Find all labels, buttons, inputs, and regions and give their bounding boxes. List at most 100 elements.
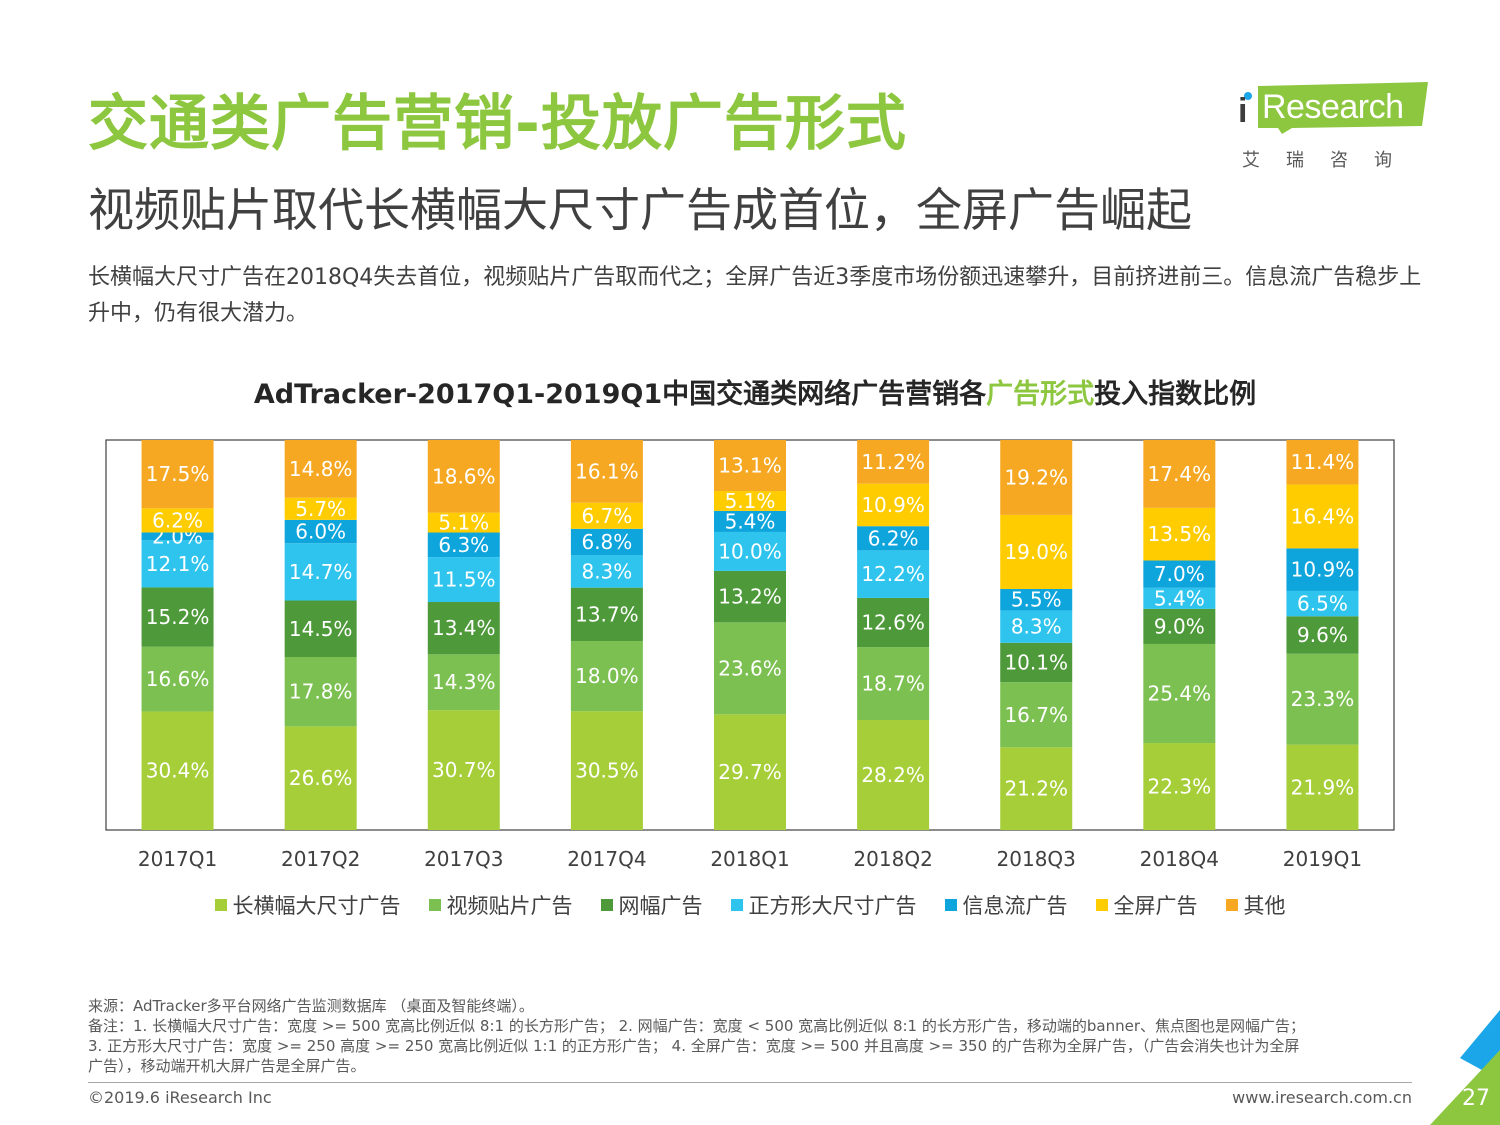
- data-label: 16.4%: [1291, 504, 1355, 528]
- data-label: 5.1%: [438, 511, 489, 535]
- bar-segment: [141, 646, 214, 712]
- legend-item: 正方形大尺寸广告: [730, 890, 917, 920]
- bar-segment: [427, 557, 500, 603]
- data-label: 5.5%: [1011, 588, 1062, 612]
- bar-segment: [1286, 548, 1359, 591]
- legend-item: 全屏广告: [1095, 890, 1198, 920]
- footnote-note-3: 广告），移动端开机大屏广告是全屏广告。: [88, 1057, 366, 1075]
- data-label: 11.5%: [432, 568, 496, 592]
- data-label: 5.1%: [725, 489, 776, 513]
- logo-dot-icon: [1244, 92, 1252, 100]
- bar-segment: [857, 526, 930, 551]
- bar-segment: [714, 714, 786, 830]
- data-label: 19.0%: [1004, 540, 1068, 564]
- data-label: 14.3%: [432, 670, 496, 694]
- data-label: 18.0%: [575, 664, 639, 688]
- x-tick-label: 2017Q1: [138, 847, 217, 871]
- legend-item: 信息流广告: [944, 890, 1068, 920]
- legend-label: 正方形大尺寸广告: [748, 894, 917, 918]
- data-label: 15.2%: [146, 605, 210, 629]
- data-label: 8.3%: [1011, 615, 1062, 639]
- legend-swatch: [944, 899, 957, 911]
- legend-swatch: [600, 899, 613, 911]
- legend-swatch: [1225, 899, 1238, 911]
- data-label: 17.4%: [1148, 462, 1212, 486]
- x-tick-label: 2018Q1: [710, 847, 789, 871]
- bar-segment: [427, 512, 500, 533]
- bar-segment: [714, 531, 786, 571]
- data-label: 13.7%: [575, 602, 639, 626]
- data-label: 10.9%: [1291, 558, 1355, 582]
- data-label: 10.0%: [718, 539, 782, 563]
- logo-badge: [1258, 82, 1428, 134]
- data-label: 9.6%: [1297, 623, 1348, 647]
- x-tick-label: 2018Q2: [853, 847, 932, 871]
- footnote-source: 来源：AdTracker多平台网络广告监测数据库 （桌面及智能终端）。: [88, 997, 534, 1015]
- bar-segment: [857, 483, 930, 527]
- x-tick-label: 2019Q1: [1283, 847, 1362, 871]
- data-label: 7.0%: [1154, 562, 1205, 586]
- bar-segment: [284, 497, 357, 520]
- data-label: 26.6%: [289, 766, 353, 790]
- bar-segment: [1143, 643, 1216, 744]
- bar-segment: [284, 440, 357, 498]
- data-label: 11.2%: [861, 450, 925, 474]
- data-label: 16.7%: [1004, 703, 1068, 727]
- bar-segment: [1286, 590, 1359, 617]
- logo-i-letter: i: [1238, 92, 1248, 130]
- bar-segment: [1000, 682, 1073, 748]
- chart-title-suffix: 投入指数比例: [1094, 379, 1257, 410]
- bar-segment: [1286, 484, 1359, 549]
- legend-swatch: [730, 899, 743, 911]
- bar-segment: [1143, 507, 1216, 561]
- bar-segment: [1286, 616, 1359, 654]
- bar-segment: [857, 647, 930, 721]
- logo-text: Research: [1262, 88, 1404, 126]
- legend-swatch: [214, 899, 227, 911]
- bar-segment: [427, 654, 500, 711]
- bar-segment: [141, 508, 214, 533]
- data-label: 9.0%: [1154, 614, 1205, 638]
- bar-segment: [1286, 653, 1359, 745]
- data-label: 13.4%: [432, 616, 496, 640]
- data-label: 6.2%: [152, 508, 203, 532]
- bar-segment: [141, 532, 214, 541]
- data-label: 10.9%: [861, 493, 925, 517]
- bar-segment: [714, 491, 786, 511]
- bar-segment: [284, 726, 357, 830]
- bar-segment: [857, 720, 930, 830]
- bar-segment: [427, 440, 500, 513]
- bar-segment: [570, 528, 643, 556]
- data-label: 6.8%: [581, 530, 632, 554]
- bar-segment: [284, 657, 357, 727]
- bar-segment: [570, 711, 643, 830]
- data-label: 19.2%: [1004, 465, 1068, 489]
- x-tick-label: 2017Q3: [424, 847, 503, 871]
- legend-label: 视频贴片广告: [446, 894, 573, 918]
- data-label: 18.6%: [432, 464, 496, 488]
- bar-segment: [1143, 608, 1216, 644]
- data-label: 6.5%: [1297, 592, 1348, 616]
- data-label: 6.2%: [868, 526, 919, 550]
- chart-title-prefix: AdTracker-2017Q1-2019Q1中国交通类网络广告营销各: [253, 379, 987, 410]
- data-label: 28.2%: [861, 763, 925, 787]
- legend-item: 网幅广告: [600, 890, 703, 920]
- page-number: 27: [1462, 1086, 1490, 1111]
- data-label: 17.5%: [146, 462, 210, 486]
- legend-item: 其他: [1225, 890, 1286, 920]
- data-label: 16.6%: [146, 667, 210, 691]
- bar-segment: [570, 641, 643, 712]
- corner-decoration: [1430, 1010, 1500, 1125]
- bar-segment: [284, 543, 357, 601]
- data-label: 6.7%: [581, 504, 632, 528]
- website-link[interactable]: www.iresearch.com.cn: [1232, 1088, 1412, 1107]
- data-label: 18.7%: [861, 672, 925, 696]
- data-label: 16.1%: [575, 459, 639, 483]
- data-label: 25.4%: [1148, 682, 1212, 706]
- legend-swatch: [1095, 899, 1108, 911]
- bar-segment: [427, 710, 500, 830]
- data-label: 23.6%: [718, 656, 782, 680]
- bar-segment: [1143, 743, 1216, 830]
- bar-segment: [284, 600, 357, 658]
- data-label: 23.3%: [1291, 687, 1355, 711]
